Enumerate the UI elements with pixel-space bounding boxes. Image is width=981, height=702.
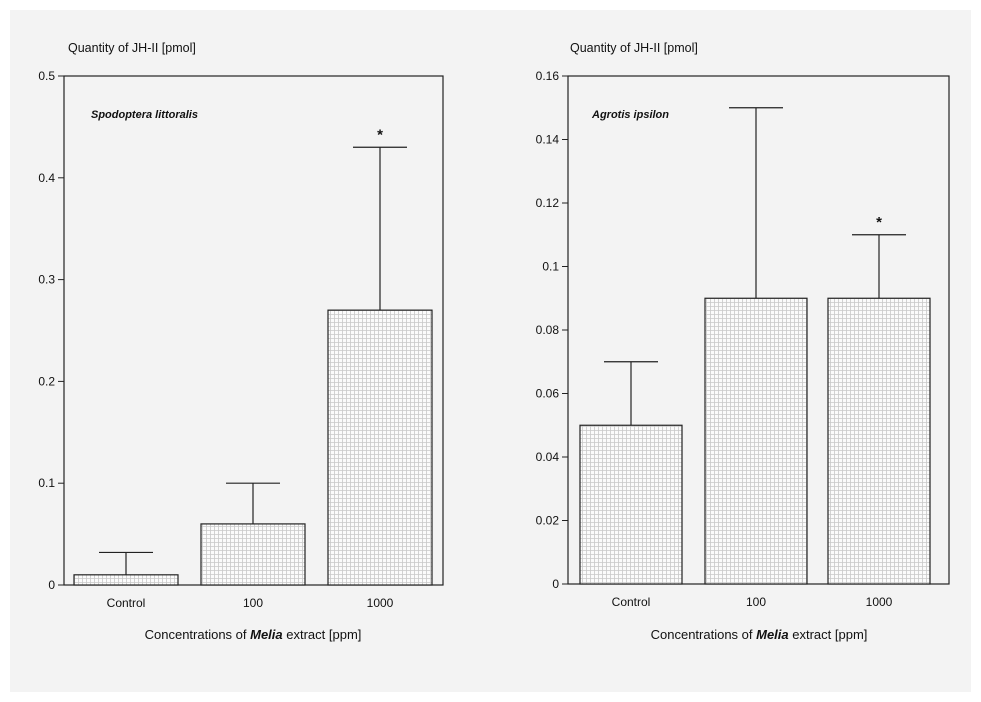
y-tick-label: 0 [552,577,559,591]
species-label-right: Agrotis ipsilon [591,109,669,121]
species-label-left: Spodoptera littoralis [91,109,198,121]
y-ticks-left: 0 0.1 0.2 0.3 0.4 0.5 [38,69,64,592]
chart-left: Quantity of JH-II [pmol] Spodoptera litt… [38,41,444,642]
x-tick-label: Control [107,596,146,610]
y-tick-label: 0.1 [542,260,559,274]
x-tick-label: 100 [746,595,766,609]
y-axis-label-right: Quantity of JH-II [pmol] [570,41,698,55]
bar-100 [200,523,306,586]
y-ticks-right: 0 0.02 0.04 0.06 0.08 0.1 0.12 0.14 0.16 [536,69,568,591]
bar-1000 [327,309,433,586]
x-tick-label: Control [612,595,651,609]
y-tick-label: 0.12 [536,196,560,210]
y-tick-label: 0 [48,578,55,592]
bar-100 [704,297,808,585]
bar-control [73,574,179,586]
bar-1000 [827,297,931,585]
y-tick-label: 0.2 [38,374,55,388]
y-tick-label: 0.06 [536,387,560,401]
significance-marker: * [377,126,383,143]
y-axis-label-left: Quantity of JH-II [pmol] [68,41,196,55]
figure-svg: Quantity of JH-II [pmol] Spodoptera litt… [38,41,950,642]
y-tick-label: 0.1 [38,476,55,490]
x-tick-label: 1000 [866,595,893,609]
figure: Quantity of JH-II [pmol] Spodoptera litt… [10,10,971,692]
y-tick-label: 0.02 [536,514,560,528]
x-axis-label-right: Concentrations of Melia extract [ppm] [651,627,868,642]
x-ticks-right: Control 100 1000 [612,595,893,609]
y-tick-label: 0.14 [536,133,560,147]
y-tick-label: 0.04 [536,450,560,464]
x-tick-label: 100 [243,596,263,610]
bar-control [579,424,683,585]
bars-left: * [73,126,433,586]
y-tick-label: 0.08 [536,323,560,337]
significance-marker: * [876,214,882,231]
bars-right: * [579,107,931,585]
chart-right: Quantity of JH-II [pmol] Agrotis ipsilon… [536,41,950,642]
y-tick-label: 0.4 [38,171,55,185]
x-tick-label: 1000 [367,596,394,610]
y-tick-label: 0.16 [536,69,560,83]
x-axis-label-left: Concentrations of Melia extract [ppm] [145,627,362,642]
y-tick-label: 0.3 [38,273,55,287]
y-tick-label: 0.5 [38,69,55,83]
x-ticks-left: Control 100 1000 [107,596,394,610]
